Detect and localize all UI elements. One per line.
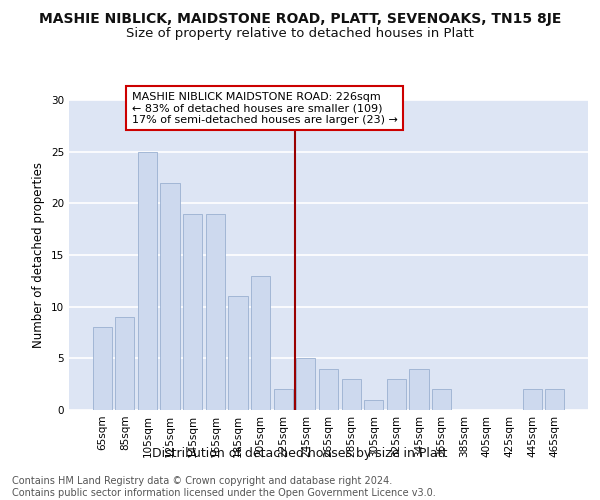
Y-axis label: Number of detached properties: Number of detached properties	[32, 162, 46, 348]
Text: Distribution of detached houses by size in Platt: Distribution of detached houses by size …	[152, 448, 448, 460]
Bar	[319, 368, 338, 410]
Bar	[387, 379, 406, 410]
Bar	[206, 214, 225, 410]
Bar	[251, 276, 270, 410]
Text: Contains HM Land Registry data © Crown copyright and database right 2024.
Contai: Contains HM Land Registry data © Crown c…	[12, 476, 436, 498]
Bar	[115, 317, 134, 410]
Bar	[92, 328, 112, 410]
Text: MASHIE NIBLICK, MAIDSTONE ROAD, PLATT, SEVENOAKS, TN15 8JE: MASHIE NIBLICK, MAIDSTONE ROAD, PLATT, S…	[39, 12, 561, 26]
Bar	[364, 400, 383, 410]
Bar	[183, 214, 202, 410]
Bar	[523, 390, 542, 410]
Text: Size of property relative to detached houses in Platt: Size of property relative to detached ho…	[126, 28, 474, 40]
Bar	[274, 390, 293, 410]
Bar	[296, 358, 316, 410]
Bar	[138, 152, 157, 410]
Bar	[545, 390, 565, 410]
Text: MASHIE NIBLICK MAIDSTONE ROAD: 226sqm
← 83% of detached houses are smaller (109): MASHIE NIBLICK MAIDSTONE ROAD: 226sqm ← …	[131, 92, 398, 125]
Bar	[229, 296, 248, 410]
Bar	[160, 182, 180, 410]
Bar	[432, 390, 451, 410]
Bar	[341, 379, 361, 410]
Bar	[409, 368, 428, 410]
